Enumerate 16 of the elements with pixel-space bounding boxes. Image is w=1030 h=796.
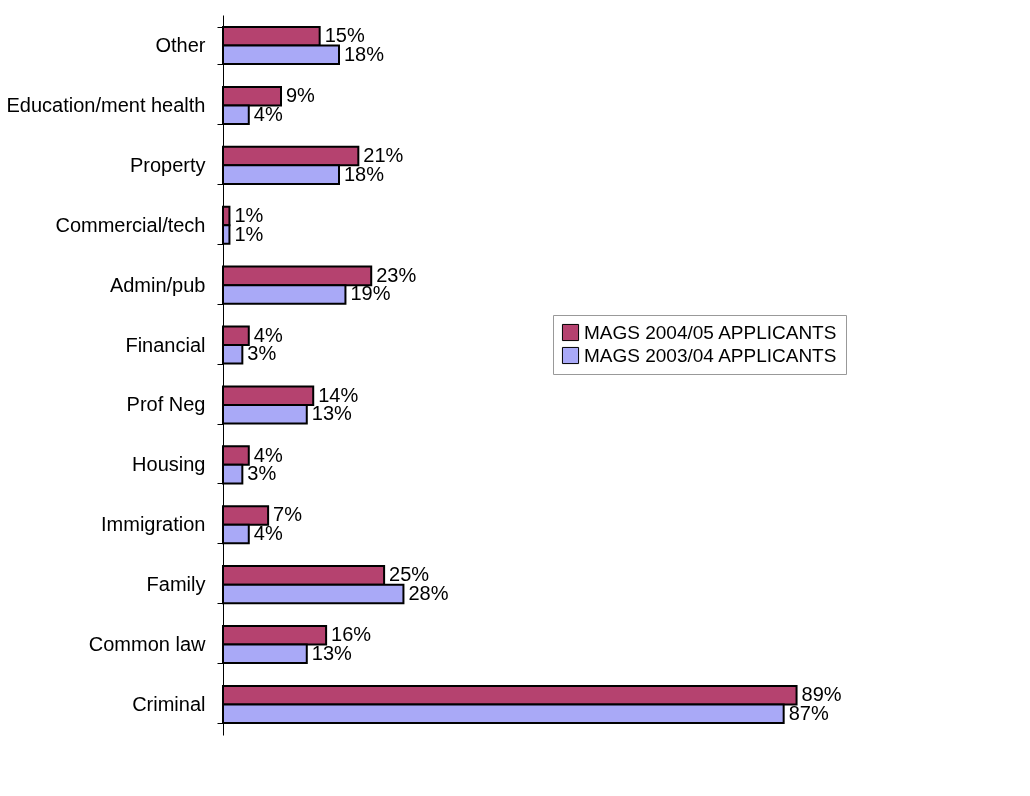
- y-tick-label: Other: [155, 34, 206, 57]
- legend-label: MAGS 2003/04 APPLICANTS: [584, 344, 837, 366]
- y-tick-label: Criminal: [132, 692, 206, 715]
- y-tick-label: Financial: [125, 333, 206, 356]
- data-label: 9%: [286, 84, 316, 107]
- y-tick-label: Prof Neg: [126, 393, 206, 416]
- legend-label: MAGS 2004/05 APPLICANTS: [584, 321, 837, 343]
- y-tick-label: Admin/pub: [109, 273, 206, 296]
- y-tick-label: Property: [129, 153, 206, 176]
- y-tick-label: Housing: [132, 453, 206, 476]
- y-tick-label: Education/ment health: [6, 93, 206, 116]
- y-tick-label: Commercial/tech: [55, 213, 206, 236]
- y-tick-label: Family: [146, 573, 206, 596]
- y-tick-label: Immigration: [101, 513, 206, 536]
- data-label: 4%: [253, 102, 283, 125]
- y-tick-label: Common law: [88, 633, 207, 656]
